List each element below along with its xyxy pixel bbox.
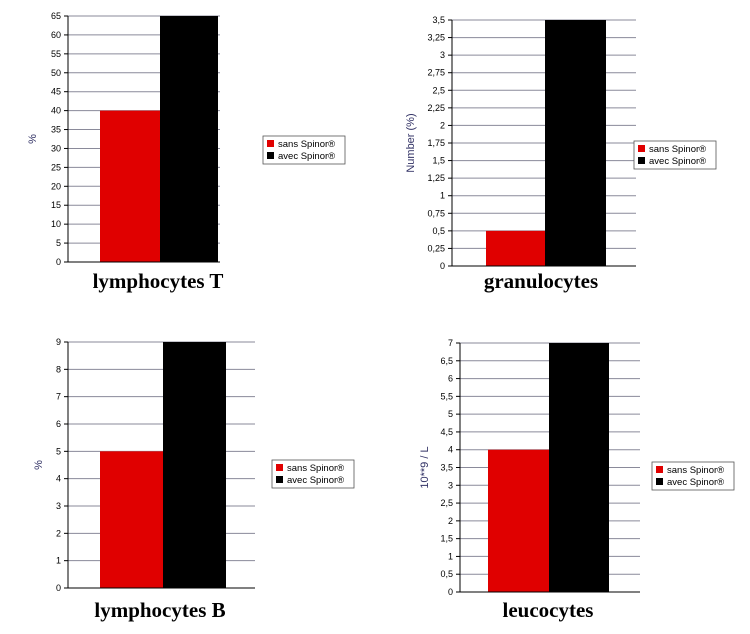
y-tick-label: 30 [51,143,61,153]
y-axis-label: % [33,460,45,470]
y-tick-label: 4 [56,474,61,484]
y-tick-label: 15 [51,200,61,210]
legend-label: sans Spinor® [278,139,335,150]
bar-sans-spinor [100,110,160,262]
y-tick-label: 1,5 [432,156,445,166]
legend-swatch [276,464,283,471]
y-tick-label: 2 [440,120,445,130]
chart-title: granulocytes [484,269,598,293]
y-tick-label: 0 [448,587,453,597]
y-tick-label: 1,5 [440,534,453,544]
y-tick-label: 3,5 [440,463,453,473]
y-tick-label: 3 [440,50,445,60]
y-tick-label: 4,5 [440,427,453,437]
y-tick-label: 45 [51,87,61,97]
y-tick-label: 8 [56,364,61,374]
y-tick-label: 3,25 [427,33,445,43]
y-tick-label: 5,5 [440,391,453,401]
y-axis-label: % [27,134,39,144]
legend-label: sans Spinor® [649,144,706,155]
y-tick-label: 1 [440,191,445,201]
y-tick-label: 60 [51,30,61,40]
legend-label: avec Spinor® [667,477,724,488]
bar-avec-spinor [545,20,606,266]
y-tick-label: 9 [56,337,61,347]
y-tick-label: 7 [448,338,453,348]
y-tick-label: 6 [448,374,453,384]
y-tick-label: 55 [51,49,61,59]
y-tick-label: 2,5 [432,85,445,95]
y-tick-label: 0,25 [427,243,445,253]
y-tick-label: 2 [448,516,453,526]
chart-title: lymphocytes B [94,598,225,622]
bar-avec-spinor [160,16,218,262]
y-tick-label: 35 [51,125,61,135]
y-tick-label: 2,5 [440,498,453,508]
legend-swatch [656,478,663,485]
y-tick-label: 3 [56,501,61,511]
y-tick-label: 1,25 [427,173,445,183]
y-tick-label: 40 [51,106,61,116]
legend-box [262,135,346,165]
legend-swatch [276,476,283,483]
legend-label: avec Spinor® [287,475,344,486]
bar-avec-spinor [163,342,226,588]
y-tick-label: 1 [448,551,453,561]
y-axis-label: Number (%) [405,113,417,172]
y-tick-label: 4 [448,445,453,455]
legend-label: avec Spinor® [278,151,335,162]
y-tick-label: 6,5 [440,356,453,366]
chart-title: leucocytes [503,598,594,622]
y-tick-label: 6 [56,419,61,429]
y-tick-label: 50 [51,68,61,78]
legend-label: sans Spinor® [667,465,724,476]
legend-swatch [656,466,663,473]
y-tick-label: 25 [51,162,61,172]
y-tick-label: 20 [51,181,61,191]
legend-box [271,459,355,489]
bar-sans-spinor [486,230,545,266]
y-tick-label: 65 [51,11,61,21]
y-tick-label: 5 [448,409,453,419]
y-tick-label: 10 [51,219,61,229]
y-axis-label: 10**9 / L [419,446,431,488]
bar-sans-spinor [488,449,549,592]
y-tick-label: 3,5 [432,15,445,25]
y-tick-label: 2,75 [427,68,445,78]
y-tick-label: 7 [56,392,61,402]
legend-box [633,140,717,170]
y-tick-label: 0,75 [427,208,445,218]
y-tick-label: 0,5 [432,226,445,236]
y-tick-label: 0 [440,261,445,271]
y-tick-label: 2,25 [427,103,445,113]
chart-title: lymphocytes T [93,269,224,293]
bar-avec-spinor [549,343,609,592]
y-tick-label: 0 [56,583,61,593]
y-tick-label: 5 [56,238,61,248]
legend-label: avec Spinor® [649,156,706,167]
y-tick-label: 0,5 [440,569,453,579]
y-tick-label: 2 [56,528,61,538]
y-tick-label: 3 [448,480,453,490]
y-tick-label: 1 [56,556,61,566]
legend-swatch [638,157,645,164]
bar-sans-spinor [100,451,163,588]
legend-swatch [267,140,274,147]
legend-label: sans Spinor® [287,463,344,474]
y-tick-label: 5 [56,446,61,456]
legend-box [651,461,735,491]
y-tick-label: 1,75 [427,138,445,148]
legend-swatch [638,145,645,152]
legend-swatch [267,152,274,159]
y-tick-label: 0 [56,257,61,267]
